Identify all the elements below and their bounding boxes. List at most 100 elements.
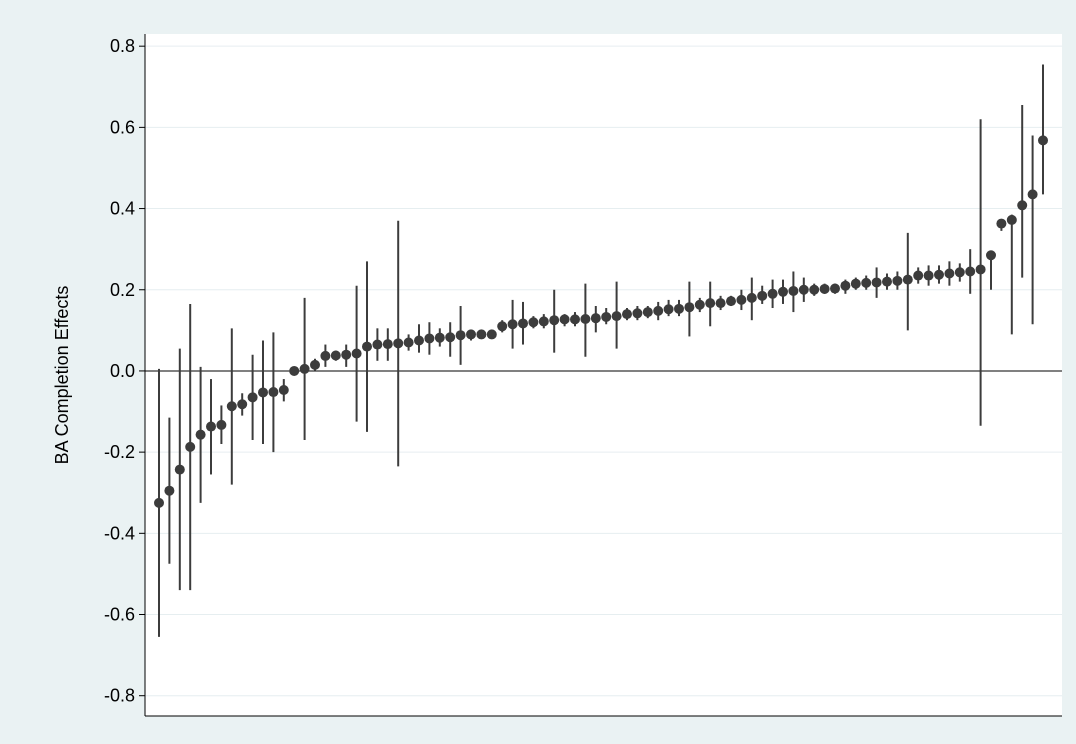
data-point [830, 283, 840, 294]
data-point [497, 321, 508, 332]
data-point [1038, 135, 1048, 146]
data-point [538, 316, 549, 327]
data-point [653, 305, 664, 316]
data-point [580, 313, 591, 324]
data-point [466, 329, 476, 340]
gridlines [145, 45, 1062, 697]
data-point [705, 298, 716, 309]
data-point [934, 269, 944, 280]
data-point [393, 338, 404, 349]
y-tick-label: -0.6 [104, 605, 135, 625]
data-point [216, 419, 227, 430]
y-tick-label: -0.4 [104, 523, 135, 543]
data-point [757, 290, 768, 301]
data-point [341, 349, 352, 360]
data-point [174, 464, 185, 475]
data-point [975, 264, 986, 275]
data-point [736, 294, 747, 305]
y-tick-label: 0.0 [110, 361, 135, 381]
data-point [746, 292, 757, 303]
data-point [986, 250, 996, 261]
y-axis-ticks: -0.8 -0.6 -0.4 -0.2 0.0 0.2 0.4 0.6 0.8 [104, 36, 145, 706]
data-point [663, 304, 674, 315]
data-point [715, 298, 726, 309]
data-point [258, 387, 268, 398]
data-point [278, 385, 289, 396]
data-point [944, 268, 955, 279]
data-point [247, 392, 258, 403]
y-tick-label: -0.8 [104, 686, 135, 706]
data-point [476, 329, 487, 340]
data-point [726, 296, 736, 307]
data-point [549, 315, 560, 326]
data-point [850, 278, 861, 289]
data-point [965, 266, 976, 277]
data-point [622, 309, 632, 320]
data-point [414, 335, 424, 346]
data-point [185, 441, 196, 452]
data-point [445, 332, 456, 343]
data-point [403, 337, 414, 348]
data-point [507, 319, 518, 330]
data-point [528, 317, 539, 328]
data-point [632, 308, 643, 319]
data-point [434, 332, 445, 343]
y-tick-label: 0.2 [110, 280, 135, 300]
data-point [320, 350, 331, 361]
data-point [1027, 189, 1038, 200]
data-point [330, 350, 341, 361]
data-point [570, 314, 580, 325]
data-point [819, 283, 830, 294]
data-point [154, 497, 164, 508]
data-point [798, 284, 809, 295]
data-point [601, 311, 612, 322]
data-point [1017, 200, 1028, 211]
y-tick-label: -0.2 [104, 442, 135, 462]
y-axis-title: BA Completion Effects [52, 286, 72, 465]
data-point [351, 348, 362, 359]
data-point [486, 329, 497, 340]
data-point [767, 288, 778, 299]
data-point [778, 286, 788, 297]
data-point [559, 314, 570, 325]
data-point [299, 363, 310, 374]
data-point [195, 429, 206, 440]
data-point [684, 302, 695, 313]
data-point [289, 365, 300, 376]
data-point [882, 276, 892, 287]
data-point [674, 303, 684, 314]
y-tick-label: 0.6 [110, 117, 135, 137]
plot-area [145, 34, 1062, 716]
data-point [923, 270, 934, 281]
data-point [206, 421, 216, 432]
data-point [642, 307, 653, 318]
y-tick-label: 0.8 [110, 36, 135, 56]
data-point [310, 359, 320, 370]
data-point [1006, 214, 1017, 225]
data-point [913, 270, 924, 281]
data-point [164, 485, 175, 496]
data-point [382, 339, 393, 350]
data-point [518, 318, 528, 329]
data-point [362, 341, 372, 352]
data-point [902, 274, 913, 285]
data-point [372, 339, 383, 350]
data-point [788, 285, 799, 296]
data-point [861, 277, 872, 288]
data-point [694, 299, 705, 310]
data-point [455, 330, 466, 341]
data-point [871, 277, 882, 288]
data-point [590, 313, 601, 324]
data-points [154, 135, 1048, 508]
data-point [237, 399, 248, 410]
data-point [996, 218, 1007, 229]
data-point [954, 267, 965, 278]
y-tick-label: 0.4 [110, 199, 135, 219]
data-point [268, 387, 279, 398]
data-point [611, 311, 622, 322]
data-point [892, 275, 903, 286]
data-point [840, 280, 851, 291]
data-point [809, 284, 820, 295]
